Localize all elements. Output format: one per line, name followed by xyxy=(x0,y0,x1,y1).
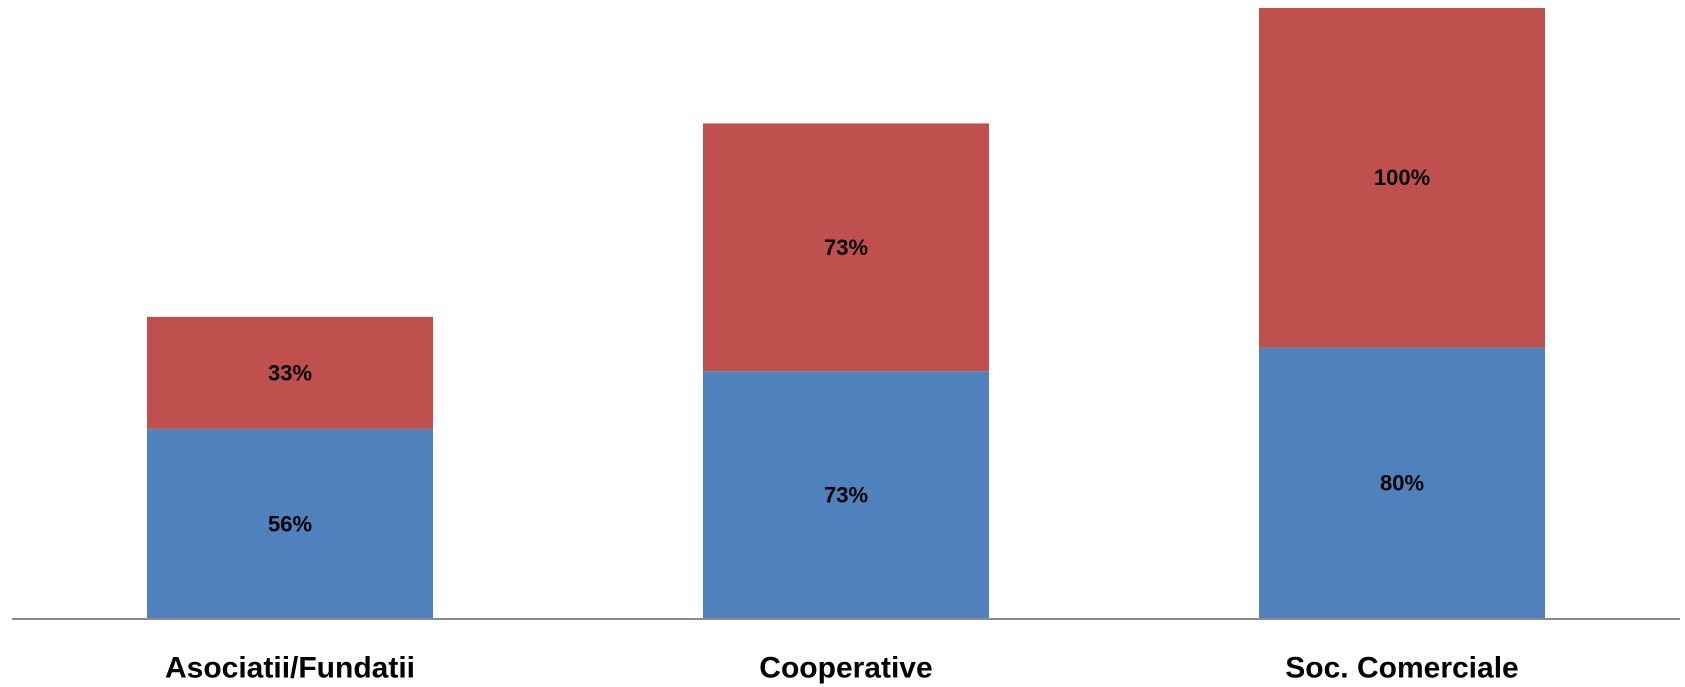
category-label-3: Soc. Comerciale xyxy=(1285,652,1518,685)
bar-segment-series1-2 xyxy=(703,371,989,619)
data-label-series1-2: 73% xyxy=(824,483,868,508)
data-labels-group: 56% 33% 73% 73% 80% 100% xyxy=(268,165,1430,536)
data-label-series2-2: 73% xyxy=(824,235,868,260)
data-label-series2-3: 100% xyxy=(1374,165,1430,190)
category-label-1: Asociatii/Fundatii xyxy=(165,652,415,685)
data-label-series1-3: 80% xyxy=(1380,471,1424,496)
category-labels-group: Asociatii/Fundatii Cooperative Soc. Comerc… xyxy=(165,652,1519,685)
data-label-series2-1: 33% xyxy=(268,360,312,385)
bar-segment-series1-1 xyxy=(147,428,433,619)
bars-group xyxy=(147,8,1545,619)
bar-segment-series1-3 xyxy=(1259,347,1545,619)
category-label-2: Cooperative xyxy=(759,652,932,685)
bar-segment-series2-1 xyxy=(147,316,433,429)
bar-segment-series2-3 xyxy=(1259,8,1545,348)
data-label-series1-1: 56% xyxy=(268,511,312,536)
bar-segment-series2-2 xyxy=(703,123,989,372)
